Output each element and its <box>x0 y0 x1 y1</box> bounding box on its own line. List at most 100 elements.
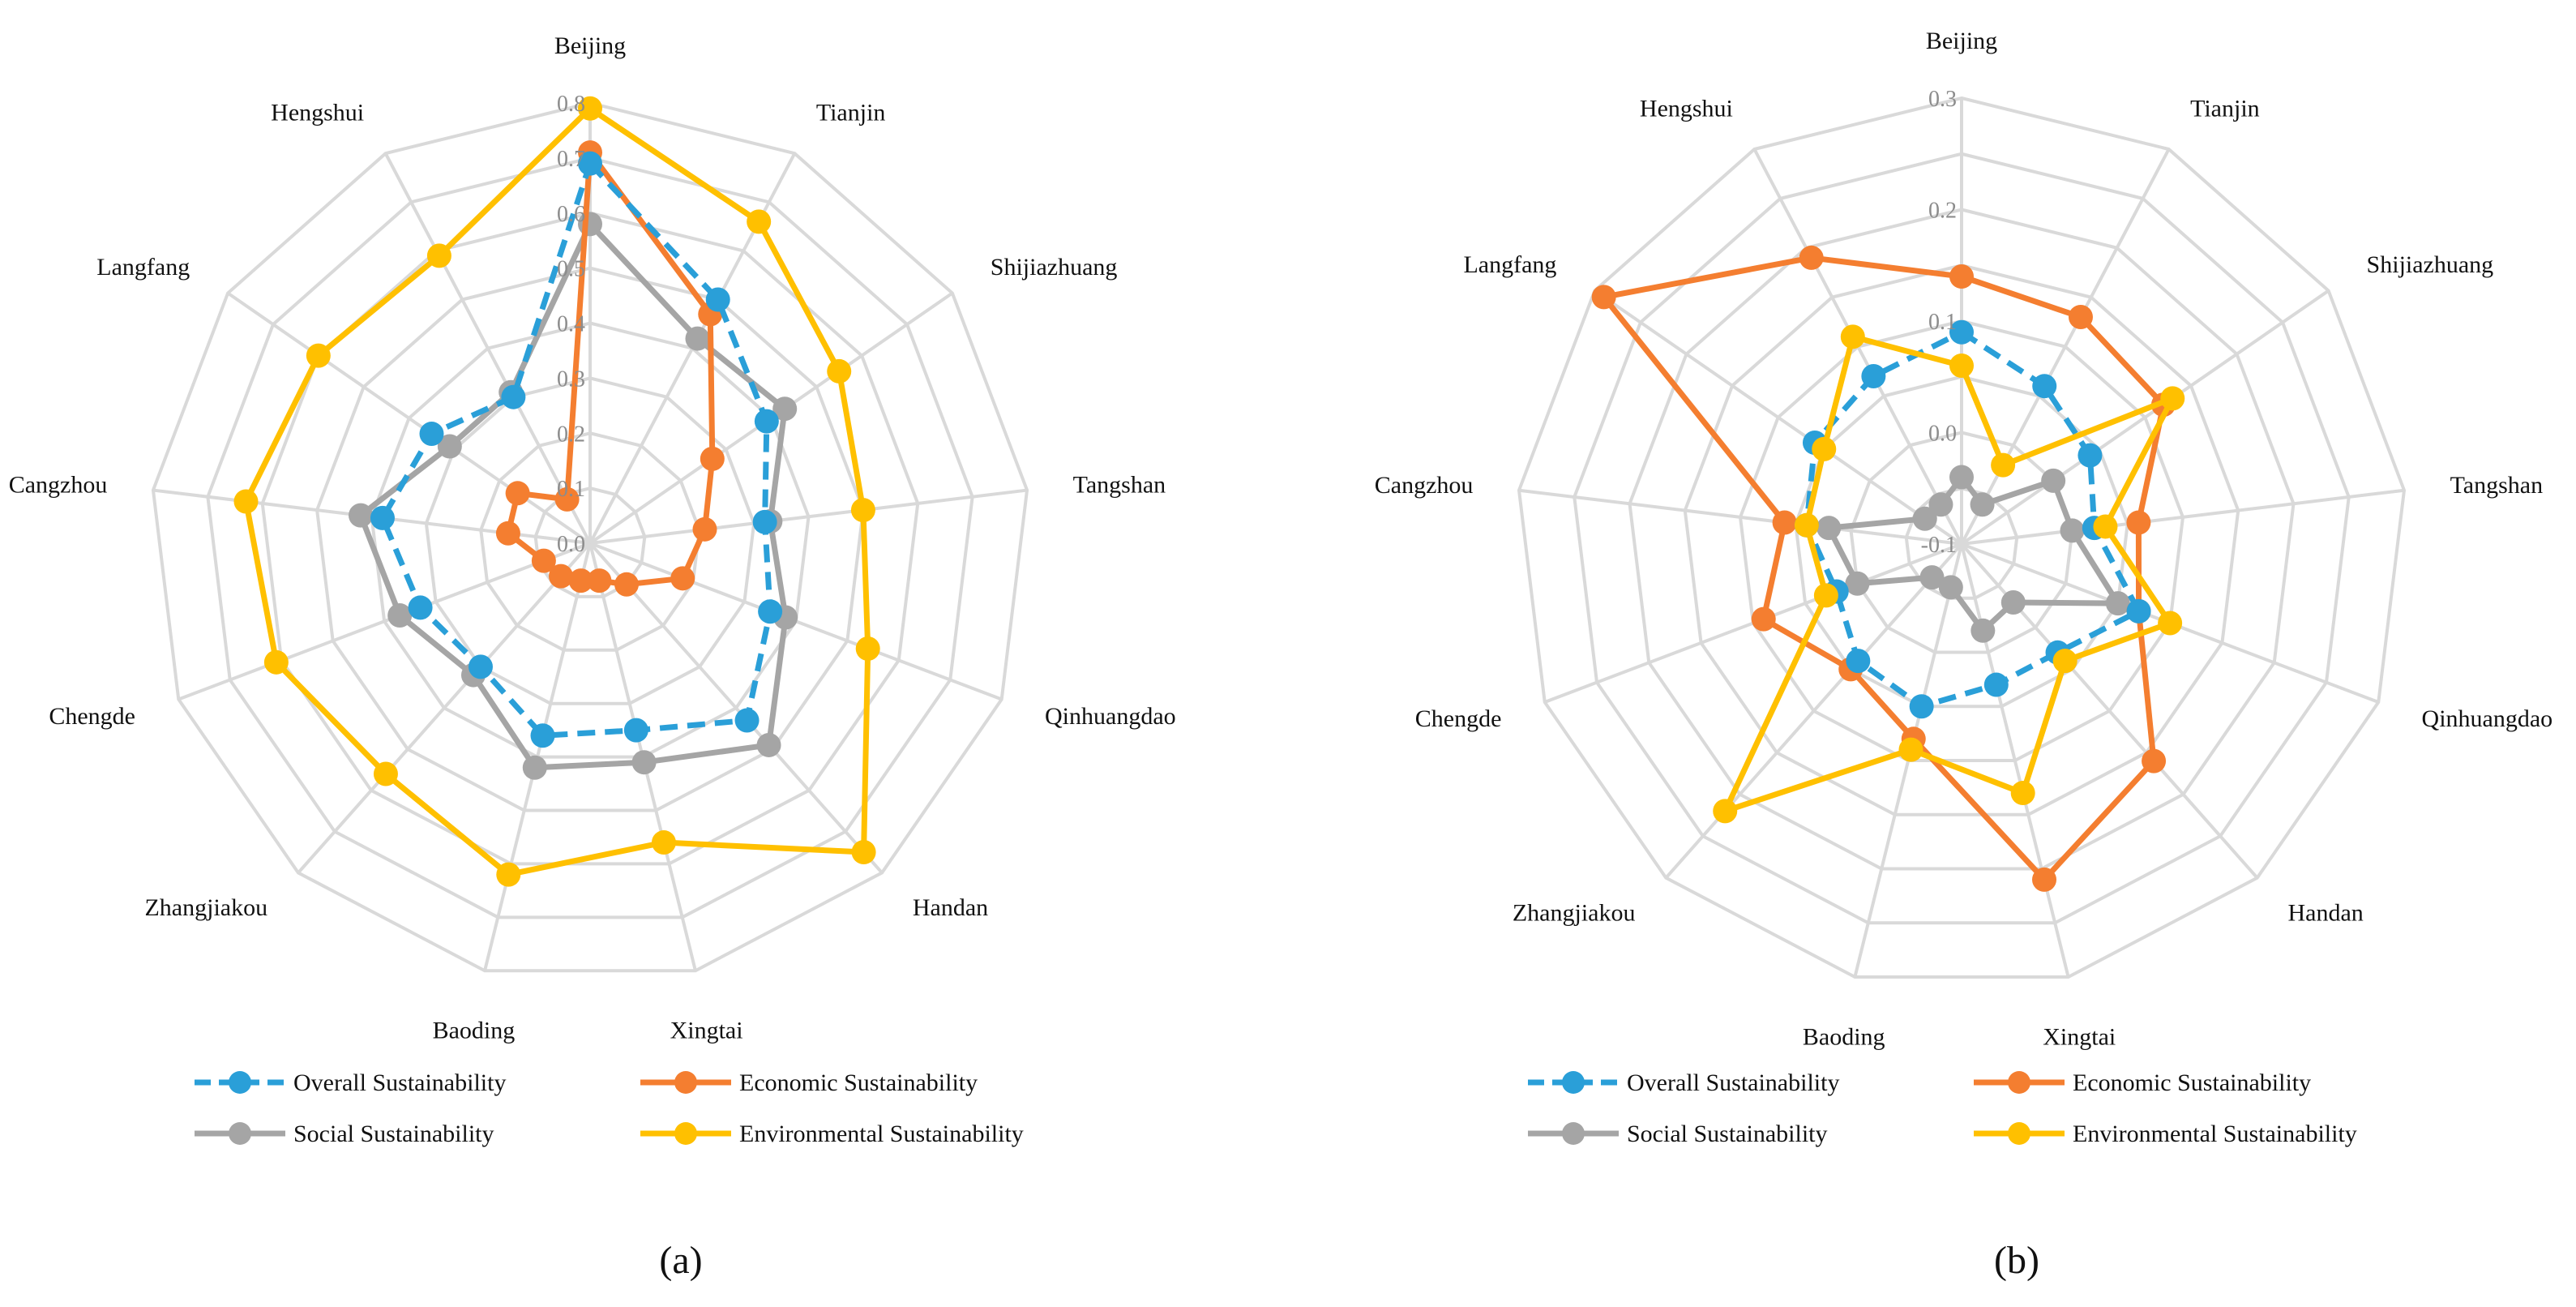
data-point-environmental <box>496 862 521 887</box>
data-point-economic <box>2068 304 2093 329</box>
grid-spoke <box>588 542 884 874</box>
radial-tick-label: 0.6 <box>557 202 585 227</box>
data-point-environmental <box>2158 611 2183 636</box>
grid-spoke <box>1664 542 1963 880</box>
grid-ring <box>424 376 756 705</box>
legend-swatch-marker <box>1562 1122 1585 1145</box>
data-point-overall <box>752 509 777 534</box>
grid-spoke <box>383 152 592 544</box>
legend-label: Environmental Sustainability <box>739 1121 1024 1147</box>
legend-item-overall: Overall Sustainability <box>1528 1069 1839 1096</box>
data-point-environmental <box>827 358 852 384</box>
category-label: Baoding <box>1803 1023 1885 1050</box>
radar-panel-a: Beijing Tianjin Shijiazhuang Tangshan Qinhua… <box>9 32 1176 1282</box>
data-point-economic <box>554 486 580 512</box>
data-point-environmental <box>1991 452 2016 478</box>
series-overall <box>370 151 783 748</box>
grid-spoke <box>178 542 591 701</box>
data-point-economic <box>670 566 695 591</box>
data-point-overall <box>2032 374 2057 399</box>
legend-swatch-marker <box>2008 1122 2030 1145</box>
series-environmental <box>233 96 880 887</box>
data-point-environmental <box>263 649 289 675</box>
legend-label: Overall Sustainability <box>1627 1069 1839 1096</box>
data-point-environmental <box>1812 436 1837 461</box>
data-point-social <box>1919 565 1945 590</box>
legend-label: Economic Sustainability <box>2073 1069 2311 1096</box>
data-point-overall <box>734 708 760 733</box>
category-label: Chengde <box>49 703 135 730</box>
grid-ring <box>479 431 701 652</box>
data-point-environmental <box>233 489 259 514</box>
category-label: Hengshui <box>271 100 364 126</box>
legend-label: Overall Sustainability <box>293 1069 506 1096</box>
data-point-overall <box>2077 443 2103 468</box>
data-point-economic <box>700 446 725 471</box>
data-point-social <box>685 326 710 351</box>
radial-tick-label: 0.1 <box>1928 310 1957 335</box>
category-label: Cangzhou <box>9 472 108 499</box>
data-point-environmental <box>1898 737 1923 762</box>
radar-panel-b: Beijing Tianjin Shijiazhuang Tangshan Qinhua… <box>1375 28 2552 1282</box>
data-point-economic <box>692 516 717 542</box>
grid-ring <box>206 156 974 919</box>
data-point-environmental <box>1949 354 1974 378</box>
data-point-social <box>437 434 462 459</box>
category-label: Beijing <box>554 32 626 59</box>
legend: Overall Sustainability Economic Sustainab… <box>1528 1069 2357 1147</box>
category-label: Zhangjiakou <box>144 894 267 921</box>
series-environmental <box>1713 324 2185 824</box>
category-label: Tianjin <box>2190 96 2260 122</box>
data-point-environmental <box>373 761 398 786</box>
data-point-social <box>2105 591 2130 616</box>
category-label: Tangshan <box>2450 472 2544 499</box>
legend-swatch-marker <box>229 1071 251 1094</box>
radial-tick-label: 0.1 <box>557 477 585 502</box>
data-point-social <box>2041 468 2066 493</box>
data-point-social <box>1845 571 1870 596</box>
category-label: Beijing <box>1926 28 1997 54</box>
category-label: Handan <box>2288 899 2364 926</box>
data-point-economic <box>1949 264 1974 289</box>
radial-tick-label: 0.8 <box>557 92 585 117</box>
data-point-environmental <box>2052 649 2077 674</box>
data-point-economic <box>1799 245 1824 270</box>
data-point-environmental <box>2160 386 2185 411</box>
category-label: Xingtai <box>670 1018 743 1044</box>
data-point-social <box>1938 575 1963 600</box>
data-point-environmental <box>855 636 880 661</box>
grid-spoke <box>226 291 592 545</box>
data-point-social <box>522 755 547 780</box>
data-point-economic <box>531 548 556 573</box>
grid-ring <box>1683 264 2240 816</box>
radial-tick-label: 0.2 <box>557 422 585 447</box>
data-point-social <box>387 603 413 628</box>
data-point-overall <box>468 654 493 679</box>
grid-ring <box>1628 208 2296 871</box>
series-line-environmental <box>1722 333 2176 814</box>
legend-swatch-marker <box>229 1122 251 1145</box>
grid-spoke <box>1594 289 1963 546</box>
data-point-social <box>2060 518 2085 543</box>
category-label: Xingtai <box>2043 1023 2116 1050</box>
legend-swatch-marker <box>1562 1071 1585 1094</box>
data-point-overall <box>1983 672 2009 697</box>
category-label: Chengde <box>1415 705 1502 732</box>
category-label: Tangshan <box>1073 472 1166 499</box>
data-point-economic <box>2032 867 2057 892</box>
data-point-economic <box>2142 748 2167 773</box>
legend-item-environmental: Environmental Sustainability <box>640 1121 1024 1147</box>
legend-label: Economic Sustainability <box>739 1069 978 1096</box>
category-label: Langfang <box>1463 251 1556 278</box>
data-point-social <box>2000 590 2026 615</box>
data-point-overall <box>408 595 433 620</box>
panel-label: (b) <box>1994 1239 2039 1282</box>
legend: Overall Sustainability Economic Sustainab… <box>195 1069 1024 1147</box>
radial-tick-label: 0.3 <box>557 366 585 392</box>
grid-ring <box>151 101 1029 973</box>
radial-tick-label: 0.4 <box>557 312 585 337</box>
grid-spoke <box>1960 543 2070 978</box>
data-point-social <box>1816 516 1842 541</box>
data-point-overall <box>578 151 602 176</box>
